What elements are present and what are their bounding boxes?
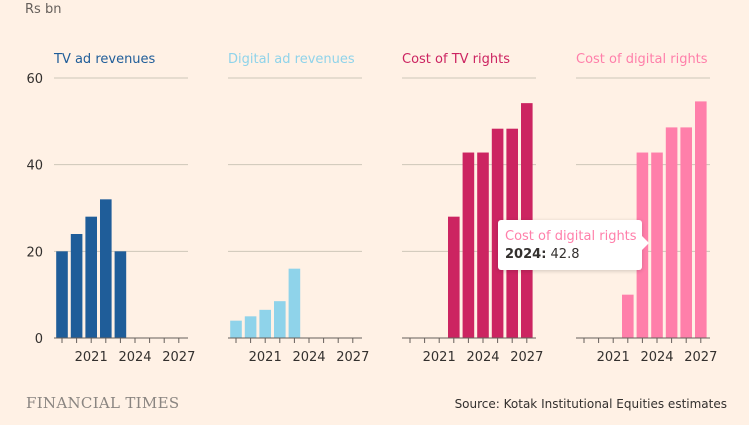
bar [100,199,112,338]
bar [622,294,634,338]
bar [448,216,460,338]
bar [85,216,97,338]
tooltip-row: 2024: 42.8 [505,246,642,264]
bar [462,152,475,338]
tooltip-series: Cost of digital rights [505,229,637,244]
x-tick-label: 2021 [597,350,630,365]
bar [56,251,68,338]
x-tick-label: 2027 [510,350,543,365]
y-tick-label: 60 [26,72,43,87]
x-tick-label: 2021 [75,350,108,365]
tooltip-year: 2024 [505,247,542,262]
tooltip-colon: : [541,247,547,262]
y-tick-label: 40 [26,159,43,174]
tooltip-value: 42.8 [550,247,580,262]
y-tick-label: 0 [35,332,43,347]
bar [695,101,707,339]
y-tick-label: 20 [26,245,43,260]
ft-logo: FINANCIAL TIMES [26,394,180,412]
x-tick-label: 2024 [118,350,151,365]
panel-title: TV ad revenues [53,52,156,67]
panel-title: Cost of TV rights [402,52,510,67]
panel-title: Cost of digital rights [576,52,708,67]
bar [288,268,301,338]
bar [244,316,257,338]
bar [230,320,242,338]
source-note: Source: Kotak Institutional Equities est… [454,397,727,411]
unit-label: Rs bn [25,2,61,17]
x-tick-label: 2027 [162,350,195,365]
x-tick-label: 2021 [423,350,456,365]
bar [651,152,663,338]
x-tick-label: 2024 [466,350,499,365]
bar [665,127,678,339]
x-tick-label: 2027 [684,350,717,365]
bar [274,301,286,338]
x-tick-label: 2027 [336,350,369,365]
x-tick-label: 2021 [249,350,282,365]
x-tick-label: 2024 [292,350,325,365]
panel-title: Digital ad revenues [228,52,355,67]
bar [491,128,504,338]
chart-tooltip: Cost of digital rights 2024: 42.8 [498,220,649,270]
bar [680,127,692,339]
bar [259,309,271,338]
x-tick-label: 2024 [640,350,673,365]
bar [70,234,83,338]
bar [114,251,127,338]
bar [477,152,489,338]
